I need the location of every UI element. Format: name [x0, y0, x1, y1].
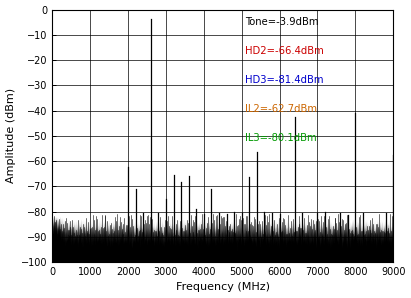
Text: IL3=-80.1dBm: IL3=-80.1dBm — [245, 133, 316, 143]
X-axis label: Frequency (MHz): Frequency (MHz) — [176, 283, 270, 292]
Text: HD2=-66.4dBm: HD2=-66.4dBm — [245, 46, 324, 56]
Text: IL2=-62.7dBm: IL2=-62.7dBm — [245, 104, 317, 114]
Text: Tone=-3.9dBm: Tone=-3.9dBm — [245, 17, 319, 27]
Text: HD3=-81.4dBm: HD3=-81.4dBm — [245, 75, 323, 85]
Y-axis label: Amplitude (dBm): Amplitude (dBm) — [6, 88, 16, 183]
